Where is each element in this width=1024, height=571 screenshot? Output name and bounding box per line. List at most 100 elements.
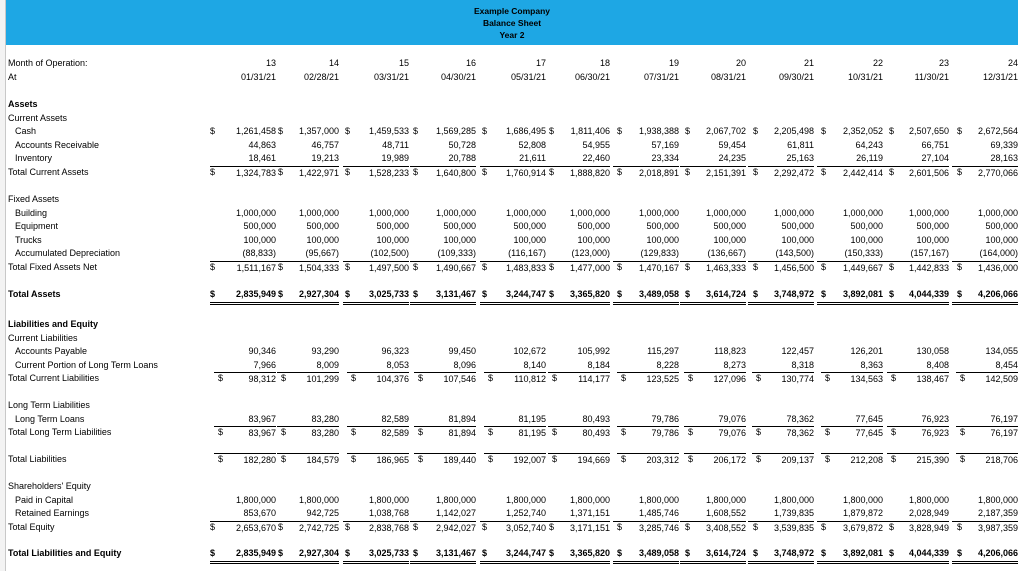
retained-cell[interactable]: 2,187,359 [977,508,1018,518]
current-liab-label[interactable]: Current Liabilities [8,332,78,343]
total-fixed-label[interactable]: Total Fixed Assets Net [8,261,98,272]
months-cell[interactable]: 21 [803,58,814,68]
ar-cell[interactable]: 64,243 [855,139,883,150]
total-liab-equity-label[interactable]: Total Liabilities and Equity [8,548,122,558]
dates-cell[interactable]: 09/30/21 [778,71,814,82]
inventory-cell[interactable]: 23,334 [651,153,679,163]
paid-in-cell[interactable]: 1,800,000 [505,494,546,505]
cpltl-cell[interactable]: 8,228 [656,359,679,370]
total-liab-cell[interactable]: 192,007 [484,453,546,468]
total-liab-equity-cell[interactable]: 3,025,733 [343,547,409,564]
building-cell[interactable]: 1,000,000 [569,207,610,218]
total-current-assets-cell[interactable]: 2,442,414 [817,165,883,181]
total-current-liab-cell[interactable]: 123,525 [617,372,679,387]
inventory-cell[interactable]: 28,163 [990,153,1018,163]
building-cell[interactable]: 1,000,000 [435,207,476,218]
cpltl-cell[interactable]: 8,454 [995,359,1018,370]
total-current-liab-cell[interactable]: 134,563 [821,372,883,387]
building-cell[interactable]: 1,000,000 [773,207,814,218]
equipment-cell[interactable]: 500,000 [443,221,476,231]
cash-label[interactable]: Cash [15,126,37,136]
cpltl-cell[interactable]: 8,009 [316,359,339,370]
paid-in-cell[interactable]: 1,800,000 [435,494,476,505]
total-lt-liab-cell[interactable]: 80,493 [548,426,610,441]
total-assets-cell[interactable]: 3,025,733 [343,288,409,305]
months-cell[interactable]: 16 [465,58,476,68]
ap-cell[interactable]: 115,297 [647,346,679,356]
ar-cell[interactable]: 44,863 [248,139,276,150]
trucks-cell[interactable]: 100,000 [713,234,746,245]
lt-loans-cell[interactable]: 79,786 [651,413,679,424]
cash-cell[interactable]: 1,569,285 [435,126,476,136]
total-lt-liab-cell[interactable]: 78,362 [752,426,814,441]
cash-cell[interactable]: 2,205,498 [773,126,814,136]
building-cell[interactable]: 1,000,000 [368,207,409,218]
cash-cell[interactable]: 2,067,702 [705,126,746,136]
months-cell[interactable]: 15 [398,58,409,68]
inventory-cell[interactable]: 27,104 [921,153,949,163]
lt-loans-cell[interactable]: 81,195 [518,413,546,424]
building-cell[interactable]: 1,000,000 [705,207,746,218]
ar-cell[interactable]: 46,757 [311,139,339,150]
cpltl-cell[interactable]: 8,140 [523,359,546,370]
equipment-cell[interactable]: 500,000 [376,221,409,231]
total-current-liab-cell[interactable]: 110,812 [484,372,546,387]
equipment-cell[interactable]: 500,000 [916,221,949,231]
ap-cell[interactable]: 102,672 [513,346,546,356]
ap-cell[interactable]: 130,058 [916,346,949,356]
building-cell[interactable]: 1,000,000 [638,207,679,218]
total-current-assets-cell[interactable]: 2,601,506 [883,165,949,181]
total-assets-cell[interactable]: 4,044,339 [883,288,949,305]
cpltl-cell[interactable]: 8,318 [791,359,814,370]
months-cell[interactable]: 20 [735,58,746,68]
retained-cell[interactable]: 1,371,151 [569,508,610,518]
ap-cell[interactable]: 105,992 [577,346,610,356]
paid-in-cell[interactable]: 1,800,000 [977,494,1018,505]
cash-cell[interactable]: 1,357,000 [298,126,339,136]
total-current-assets-cell[interactable]: 1,888,820 [544,165,610,181]
accum-dep-cell[interactable]: (109,333) [437,248,476,258]
total-current-assets-cell[interactable]: 1,528,233 [343,165,409,181]
dates-cell[interactable]: 05/31/21 [510,71,546,82]
ap-cell[interactable]: 90,346 [248,346,276,356]
building-cell[interactable]: 1,000,000 [298,207,339,218]
building-cell[interactable]: 1,000,000 [977,207,1018,218]
months-cell[interactable]: 22 [872,58,883,68]
total-equity-cell[interactable]: 3,052,740 [480,520,546,536]
total-liab-equity-cell[interactable]: 3,131,467 [410,547,476,564]
building-label[interactable]: Building [15,207,48,218]
inventory-cell[interactable]: 26,119 [856,153,883,163]
equipment-cell[interactable]: 500,000 [646,221,679,231]
dates-cell[interactable]: 12/31/21 [982,71,1018,82]
lt-loans-cell[interactable]: 83,967 [248,413,276,424]
retained-cell[interactable]: 1,038,768 [368,508,409,518]
total-liab-equity-cell[interactable]: 3,614,724 [680,547,746,564]
paid-in-cell[interactable]: 1,800,000 [368,494,409,505]
total-equity-cell[interactable]: 2,838,768 [343,520,409,536]
inventory-cell[interactable]: 20,788 [448,153,476,163]
ap-cell[interactable]: 126,201 [850,346,883,356]
total-assets-cell[interactable]: 2,835,949 [210,288,276,305]
total-liab-cell[interactable]: 215,390 [887,453,949,468]
inventory-cell[interactable]: 24,235 [718,153,746,163]
accum-dep-cell[interactable]: (88,833) [242,248,276,258]
accum-dep-cell[interactable]: (116,167) [508,248,546,258]
trucks-cell[interactable]: 100,000 [646,234,679,245]
total-lt-liab-cell[interactable]: 83,280 [277,426,339,441]
inventory-cell[interactable]: 19,989 [381,153,409,163]
total-current-liab-cell[interactable]: 104,376 [347,372,409,387]
total-current-assets-cell[interactable]: 2,292,472 [748,165,814,181]
lt-loans-cell[interactable]: 78,362 [786,413,814,424]
ap-cell[interactable]: 122,457 [781,346,814,356]
inventory-cell[interactable]: 18,461 [248,153,276,163]
total-equity-cell[interactable]: 3,987,359 [952,520,1018,536]
total-liab-cell[interactable]: 209,137 [752,453,814,468]
cash-cell[interactable]: 2,507,650 [908,126,949,136]
total-current-liab-cell[interactable]: 142,509 [956,372,1018,387]
cpltl-cell[interactable]: 8,273 [723,359,746,370]
cash-cell[interactable]: 1,811,406 [570,126,610,136]
total-liab-equity-cell[interactable]: 2,835,949 [210,547,276,564]
building-cell[interactable]: 1,000,000 [908,207,949,218]
months-cell[interactable]: 17 [535,58,546,68]
ar-cell[interactable]: 66,751 [921,139,949,150]
